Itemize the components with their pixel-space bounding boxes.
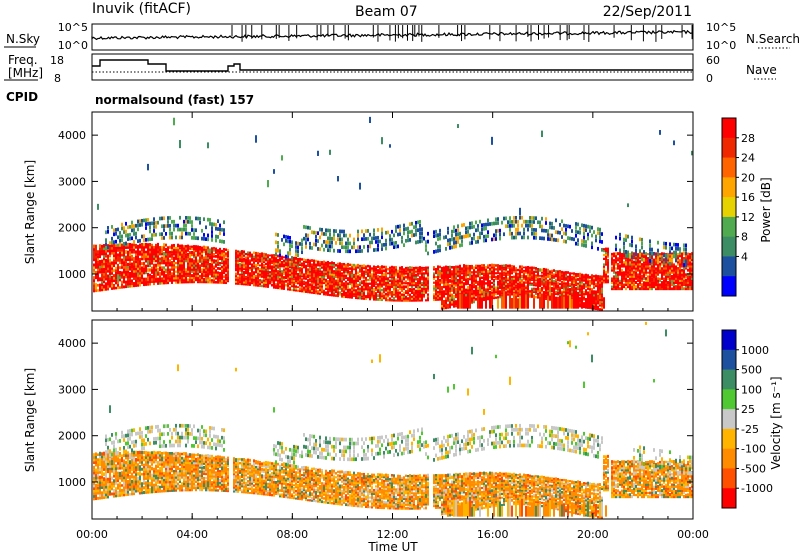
nsearch-label: N.Search — [746, 32, 800, 46]
nsky-trace — [91, 25, 693, 42]
xtick-label: 04:00 — [176, 528, 208, 541]
nsearch-rbottom: 10^0 — [706, 39, 736, 52]
nsky-panel: N.Sky 10^5 10^0 10^5 10^0 N.Search — [4, 21, 800, 52]
power-colorbar: 28 24 20 16 12 8 4 — [721, 117, 755, 297]
colorbar-cell — [722, 118, 736, 139]
freq-ytick-18: 18 — [50, 54, 64, 67]
ytick-label: 1000 — [58, 476, 86, 489]
power-panel: 1000 2000 3000 4000 Slant Range [km] 28 24 20… — [23, 111, 773, 312]
freq-ytick-8: 8 — [54, 72, 61, 85]
cpid-label: CPID — [6, 90, 38, 104]
velocity-cbar-tick: 100 — [741, 383, 762, 396]
colorbar-cell — [722, 349, 736, 371]
freq-panel: Freq. [MHz] 18 8 60 0 Nave — [4, 53, 777, 85]
velocity-cbar-tick: -500 — [741, 462, 766, 475]
colorbar-cell — [722, 177, 736, 198]
nave-rtick-0: 0 — [706, 72, 713, 85]
colorbar-cell — [722, 428, 736, 450]
colorbar-cell — [722, 488, 736, 509]
power-heatmap — [93, 116, 693, 311]
power-cbar-tick: 20 — [741, 171, 755, 184]
ytick-label: 4000 — [58, 129, 86, 142]
colorbar-cell — [722, 137, 736, 159]
xtick-label: 16:00 — [477, 528, 509, 541]
colorbar-cell — [722, 448, 736, 469]
cpid-text: normalsound (fast) 157 — [95, 93, 254, 107]
ytick-label: 1000 — [58, 268, 86, 281]
freq-trace — [92, 59, 693, 73]
velocity-yaxis: 1000 2000 3000 4000 — [58, 337, 693, 489]
date-title: 22/Sep/2011 — [603, 4, 692, 20]
velocity-cbar-tick: -1000 — [741, 482, 773, 495]
velocity-panel: 1000 2000 3000 4000 Slant Range [km] 1000 50… — [23, 319, 783, 520]
xtick-label: 12:00 — [377, 528, 409, 541]
ytick-label: 2000 — [58, 430, 86, 443]
freq-label: Freq. — [8, 53, 38, 67]
power-cbar-tick: 8 — [741, 231, 748, 244]
velocity-cbar-tick: -100 — [741, 443, 766, 456]
power-yaxis: 1000 2000 3000 4000 — [58, 129, 693, 281]
xtick-label: 00:00 — [76, 528, 108, 541]
velocity-ylabel: Slant Range [km] — [23, 368, 37, 472]
beam-title: Beam 07 — [355, 4, 418, 20]
velocity-cbar-tick: 1000 — [741, 344, 769, 357]
xtick-label: 08:00 — [276, 528, 308, 541]
velocity-cbar-tick: 25 — [741, 403, 755, 416]
power-cbar-label: Power [dB] — [759, 177, 773, 242]
nave-label: Nave — [746, 63, 777, 77]
power-cbar-tick: 28 — [741, 132, 755, 145]
colorbar-cell — [722, 157, 736, 178]
ytick-label: 3000 — [58, 175, 86, 188]
xaxis-label: Time UT — [367, 540, 418, 554]
station-title: Inuvik (fitACF) — [92, 1, 191, 17]
colorbar-cell — [722, 468, 736, 489]
velocity-heatmap — [93, 321, 693, 519]
colorbar-cell — [722, 197, 736, 218]
power-cbar-tick: 12 — [741, 211, 755, 224]
colorbar-cell — [722, 256, 736, 277]
power-cbar-tick: 24 — [741, 152, 755, 165]
xtick-label: 00:00 — [677, 528, 709, 541]
colorbar-cell — [722, 276, 736, 297]
nave-rtick-60: 60 — [706, 54, 720, 67]
colorbar-cell — [722, 369, 736, 390]
colorbar-cell — [722, 236, 736, 257]
xtick-label: 20:00 — [577, 528, 609, 541]
colorbar-cell — [722, 389, 736, 410]
freq-unit: [MHz] — [8, 66, 43, 80]
ytick-label: 2000 — [58, 222, 86, 235]
velocity-colorbar: 1000 500 100 25 -25 -100 -500 -1000 — [721, 329, 773, 509]
power-cbar-tick: 16 — [741, 191, 755, 204]
colorbar-cell — [722, 216, 736, 238]
velocity-cbar-tick: 500 — [741, 364, 762, 377]
nsky-ybottom: 10^0 — [58, 39, 88, 52]
velocity-cbar-label: Velocity [m s⁻¹] — [769, 376, 783, 469]
ytick-label: 3000 — [58, 383, 86, 396]
power-ylabel: Slant Range [km] — [23, 160, 37, 264]
nsky-label: N.Sky — [6, 32, 40, 46]
colorbar-cell — [722, 330, 736, 351]
power-cbar-tick: 4 — [741, 250, 748, 263]
velocity-cbar-tick: -25 — [741, 423, 759, 436]
ytick-label: 4000 — [58, 337, 86, 350]
time-axis: 00:00 04:00 08:00 12:00 16:00 20:00 00:00 — [76, 112, 709, 541]
nsearch-rtop: 10^5 — [706, 21, 736, 34]
colorbar-cell — [722, 409, 736, 430]
nsky-ytop: 10^5 — [58, 21, 88, 34]
